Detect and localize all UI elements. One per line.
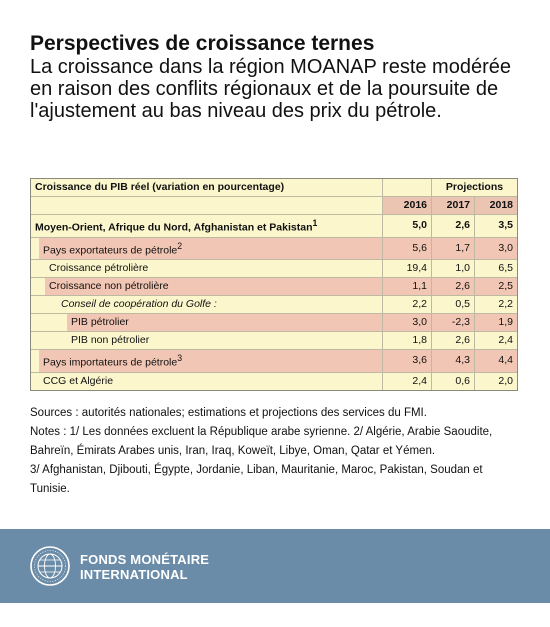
notes-text: Notes : 1/ Les données excluent la Répub… [30, 426, 493, 457]
table-row: Croissance non pétrolière 1,1 2,6 2,5 [31, 277, 517, 296]
cell-value: 6,5 [474, 259, 517, 278]
cell-value: 1,9 [474, 313, 517, 332]
notes-text-3: 3/ Afghanistan, Djibouti, Égypte, Jordan… [30, 464, 483, 495]
cell-value: 0,6 [431, 372, 475, 390]
table-row: Conseil de coopération du Golfe : 2,2 0,… [31, 295, 517, 314]
imf-footer: FONDS MONÉTAIRE INTERNATIONAL [0, 529, 550, 603]
org-name: FONDS MONÉTAIRE INTERNATIONAL [80, 552, 209, 582]
row-label: CCG et Algérie [43, 374, 114, 387]
cell-value: 1,8 [382, 331, 432, 350]
row-label: Croissance non pétrolière [49, 280, 169, 292]
cell-value: 3,5 [474, 214, 517, 238]
cell-value: 5,0 [382, 214, 432, 238]
year-header: 2018 [474, 196, 517, 215]
cell-value: 4,4 [474, 349, 517, 373]
cell-value: 1,0 [431, 259, 475, 278]
cell-value: 1,7 [431, 237, 475, 260]
table-row: Croissance pétrolière 19,4 1,0 6,5 [31, 259, 517, 278]
org-name-line2: INTERNATIONAL [80, 567, 188, 582]
source-notes: Sources : autorités nationales; estimati… [30, 404, 520, 499]
cell-value: 2,2 [382, 295, 432, 314]
growth-table: Croissance du PIB réel (variation en pou… [30, 178, 518, 391]
cell-value: 1,1 [382, 277, 432, 296]
page-title: Perspectives de croissance ternes [30, 32, 375, 55]
row-label: Conseil de coopération du Golfe : [61, 298, 217, 310]
cell-value: 2,6 [431, 277, 475, 296]
cell-value: 3,0 [382, 313, 432, 332]
row-label: PIB non pétrolier [71, 334, 150, 346]
cell-value: 2,4 [474, 331, 517, 350]
org-name-line1: FONDS MONÉTAIRE [80, 552, 210, 567]
row-label: Moyen-Orient, Afrique du Nord, Afghanist… [35, 221, 313, 234]
headline: Perspectives de croissance ternes La cro… [30, 32, 530, 122]
cell-value: 3,0 [474, 237, 517, 260]
cell-value: 2,4 [382, 372, 432, 390]
table-caption: Croissance du PIB réel (variation en pou… [31, 179, 383, 197]
imf-seal-icon [30, 546, 70, 586]
row-label: PIB pétrolier [71, 316, 129, 328]
cell-value: 2,0 [474, 372, 517, 390]
cell-value: 2,5 [474, 277, 517, 296]
cell-value: 0,5 [431, 295, 475, 314]
cell-value: 3,6 [382, 349, 432, 373]
row-label: Pays exportateurs de pétrole [43, 244, 178, 256]
table-row: Moyen-Orient, Afrique du Nord, Afghanist… [31, 214, 517, 238]
cell-value: 19,4 [382, 259, 432, 278]
cell-value: -2,3 [431, 313, 475, 332]
cell-value: 5,6 [382, 237, 432, 260]
year-header: 2016 [382, 196, 432, 215]
cell-value: 2,2 [474, 295, 517, 314]
table-row: Pays importateurs de pétrole3 3,6 4,3 4,… [31, 349, 517, 373]
year-header: 2017 [431, 196, 475, 215]
table-row: PIB pétrolier 3,0 -2,3 1,9 [31, 313, 517, 332]
page-subtitle: La croissance dans la région MOANAP rest… [30, 56, 511, 122]
cell-value: 2,6 [431, 331, 475, 350]
table-row: Pays exportateurs de pétrole2 5,6 1,7 3,… [31, 237, 517, 260]
cell-value: 4,3 [431, 349, 475, 373]
footnote-mark: 1 [312, 218, 318, 228]
cell-value: 2,6 [431, 214, 475, 238]
footnote-mark: 2 [177, 240, 183, 251]
sources-text: Sources : autorités nationales; estimati… [30, 407, 427, 419]
row-label: Pays importateurs de pétrole [43, 356, 178, 369]
footnote-mark: 3 [177, 353, 183, 363]
table-row: PIB non pétrolier 1,8 2,6 2,4 [31, 331, 517, 350]
table-row: CCG et Algérie 2,4 0,6 2,0 [31, 372, 517, 390]
row-label: Croissance pétrolière [49, 262, 149, 274]
projections-header: Projections [431, 179, 517, 197]
